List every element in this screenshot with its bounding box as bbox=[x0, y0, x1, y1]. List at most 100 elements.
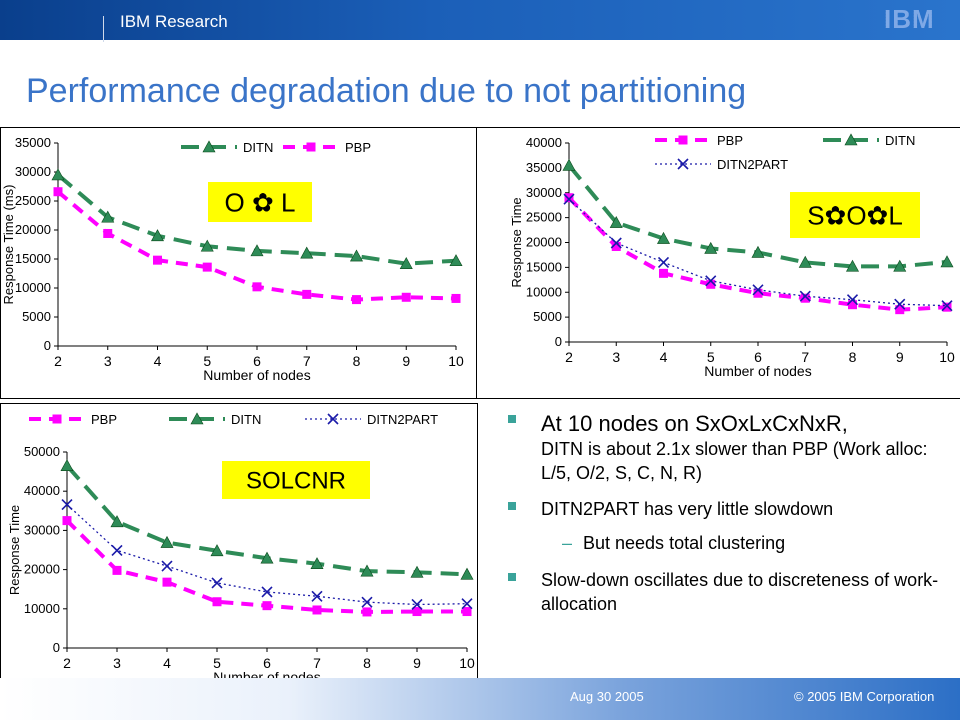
point-pbp-marker bbox=[53, 187, 63, 197]
series-line-pbp bbox=[65, 519, 467, 614]
x-axis-label: Number of nodes bbox=[203, 367, 310, 383]
point-ditn-marker bbox=[449, 254, 463, 267]
y-tick-label: 15000 bbox=[526, 259, 562, 274]
series-ditn bbox=[60, 459, 474, 580]
y-tick-label: 50000 bbox=[24, 444, 60, 459]
legend-label: PBP bbox=[345, 140, 371, 155]
x-tick-label: 8 bbox=[363, 655, 371, 671]
x-tick-label: 9 bbox=[402, 353, 410, 369]
point-pbp-marker bbox=[611, 241, 621, 251]
chart-tag-box bbox=[222, 461, 370, 499]
x-axis-label: Number of nodes bbox=[704, 363, 811, 379]
point-ditn2part-marker bbox=[161, 560, 173, 572]
point-ditn-marker bbox=[704, 241, 718, 254]
point-ditn2part-marker bbox=[111, 544, 123, 556]
point-ditn-marker bbox=[60, 459, 74, 472]
series-pbp bbox=[62, 516, 472, 617]
y-tick-label: 0 bbox=[44, 338, 51, 353]
legend-ditn2part: DITN2PART bbox=[305, 412, 438, 427]
y-tick-label: 5000 bbox=[22, 309, 51, 324]
y-tick-label: 30000 bbox=[526, 185, 562, 200]
point-ditn2part-marker bbox=[311, 590, 323, 602]
chart-tag-box bbox=[208, 182, 312, 222]
chart-panel-2: 0 5000 10000 15000 20000 25000 30000 35000 40000… bbox=[476, 127, 960, 399]
y-tick-label: 35000 bbox=[15, 135, 51, 150]
x-tick-label: 5 bbox=[203, 353, 211, 369]
y-tick-label: 0 bbox=[555, 334, 562, 349]
point-ditn-marker bbox=[101, 210, 115, 223]
point-ditn-marker bbox=[410, 565, 424, 578]
point-ditn-marker bbox=[51, 168, 65, 181]
ibm-logo: IBM bbox=[884, 6, 954, 32]
y-tick-label: 10000 bbox=[24, 601, 60, 616]
x-tick-label: 4 bbox=[154, 353, 162, 369]
chart-tag-label: O ✿ L bbox=[225, 187, 296, 217]
point-pbp-marker bbox=[252, 282, 262, 292]
point-ditn2part-marker bbox=[657, 256, 670, 268]
footer-date: Aug 30 2005 bbox=[570, 689, 644, 704]
point-ditn-marker bbox=[260, 551, 274, 564]
point-pbp-marker bbox=[312, 605, 322, 615]
bullet-list: At 10 nodes on SxOxLxCxNxR, DITN is abou… bbox=[505, 410, 945, 628]
point-pbp-marker bbox=[564, 193, 574, 203]
legend-marker bbox=[678, 135, 688, 145]
x-tick-label: 8 bbox=[353, 353, 361, 369]
x-tick-label: 10 bbox=[448, 353, 464, 369]
chart-panel-1: 0 5000 10000 15000 20000 25000 30000 35000 2 3 4 5 6… bbox=[0, 127, 478, 399]
point-pbp-marker bbox=[103, 228, 113, 238]
point-ditn2part-marker bbox=[705, 275, 717, 287]
point-pbp-marker bbox=[162, 577, 172, 587]
footer-bar: Aug 30 2005 © 2005 IBM Corporation bbox=[0, 678, 960, 720]
point-ditn2part-marker bbox=[799, 290, 811, 302]
x-tick-label: 7 bbox=[801, 349, 809, 365]
legend-label: DITN2PART bbox=[717, 157, 788, 172]
point-ditn2part-marker bbox=[752, 284, 764, 296]
y-tick-label: 0 bbox=[53, 640, 60, 655]
y-tick-label: 25000 bbox=[15, 193, 51, 208]
y-tick-label: 20000 bbox=[526, 235, 562, 250]
x-tick-label: 3 bbox=[113, 655, 121, 671]
series-line-pbp bbox=[567, 196, 948, 312]
chart-tag-label: SOLCNR bbox=[246, 468, 346, 495]
x-tick-label: 8 bbox=[849, 349, 857, 365]
point-ditn2part-marker bbox=[461, 598, 473, 610]
y-tick-label: 30000 bbox=[15, 164, 51, 179]
legend-pbp: PBP bbox=[655, 133, 743, 148]
point-ditn-marker bbox=[562, 158, 576, 171]
bullet-2-text: DITN2PART has very little slowdown bbox=[541, 499, 834, 519]
legend-pbp: PBP bbox=[29, 412, 117, 427]
legend-label: DITN bbox=[243, 140, 273, 155]
chart-panel-3: 0 10000 20000 30000 40000 50000 2 3 4 5 6 7 8 9 10 Numb… bbox=[0, 403, 478, 705]
point-pbp-marker bbox=[753, 288, 763, 298]
y-tick-label: 10000 bbox=[526, 284, 562, 299]
point-ditn2part-marker bbox=[411, 598, 423, 611]
bullet-3-text: Slow-down oscillates due to discreteness… bbox=[541, 570, 939, 614]
series-pbp bbox=[53, 187, 461, 305]
point-ditn-marker bbox=[150, 229, 165, 242]
y-tick-label: 35000 bbox=[526, 160, 562, 175]
y-tick-label: 40000 bbox=[24, 483, 60, 498]
point-ditn2part-marker bbox=[941, 300, 953, 312]
point-ditn2part-marker bbox=[211, 577, 223, 589]
point-pbp-marker bbox=[202, 262, 212, 272]
chart-tag-label: S✿O✿L bbox=[807, 200, 903, 230]
series-ditn bbox=[51, 168, 463, 269]
point-ditn-marker bbox=[893, 259, 907, 272]
legend-pbp: PBP bbox=[283, 140, 371, 155]
legend-label: PBP bbox=[717, 133, 743, 148]
point-pbp-marker bbox=[112, 565, 122, 575]
y-axis-label: Response Time bbox=[7, 505, 22, 595]
bullet-2-subtext: But needs total clustering bbox=[583, 533, 786, 553]
point-ditn2part-marker bbox=[846, 294, 859, 306]
legend-marker bbox=[190, 412, 204, 425]
series-ditn2part bbox=[563, 193, 953, 312]
point-ditn-marker bbox=[656, 231, 671, 244]
x-tick-label: 6 bbox=[253, 353, 261, 369]
point-pbp-marker bbox=[706, 279, 716, 289]
org-name: IBM Research bbox=[120, 12, 228, 31]
y-tick-label: 40000 bbox=[526, 135, 562, 150]
y-tick-label: 30000 bbox=[24, 522, 60, 537]
legend-marker bbox=[306, 142, 316, 152]
point-pbp-marker bbox=[262, 601, 272, 611]
legend-label: DITN2PART bbox=[367, 412, 438, 427]
